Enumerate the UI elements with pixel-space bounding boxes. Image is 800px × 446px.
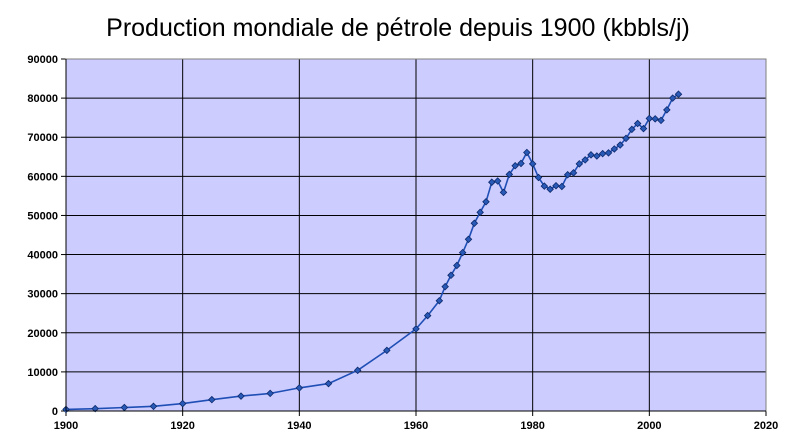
data-point — [441, 282, 449, 291]
data-point — [523, 148, 531, 157]
data-point — [639, 124, 648, 133]
data-point — [499, 188, 508, 197]
y-axis-tick-labels: 0 10000 20000 30000 40000 50000 60000 70000 8000… — [27, 54, 58, 418]
data-point — [668, 94, 677, 102]
data-point — [604, 149, 613, 157]
data-point — [587, 151, 595, 159]
x-tick-label: 1940 — [287, 420, 311, 432]
data-point — [622, 134, 630, 143]
data-point — [651, 115, 659, 123]
horizontal-gridlines — [66, 97, 766, 373]
x-axis-tick-labels: 1900 1920 1940 1960 1980 2000 2020 — [54, 420, 778, 432]
data-point — [517, 159, 525, 168]
x-tick-label: 1920 — [170, 420, 194, 432]
x-tick-label: 1980 — [520, 420, 544, 432]
data-point — [657, 116, 665, 125]
data-point — [633, 119, 642, 128]
data-point — [447, 271, 455, 280]
axis-ticks — [61, 58, 767, 416]
data-point — [575, 160, 584, 168]
x-tick-label: 1960 — [404, 420, 428, 432]
y-tick-label: 30000 — [27, 289, 58, 301]
data-point — [616, 141, 624, 149]
data-point — [464, 235, 473, 244]
y-tick-label: 50000 — [27, 210, 58, 222]
data-point — [581, 156, 589, 164]
y-tick-label: 70000 — [27, 132, 58, 144]
y-tick-label: 0 — [52, 406, 58, 418]
x-tick-label: 1900 — [54, 420, 78, 432]
data-point — [476, 208, 484, 217]
data-point — [435, 296, 444, 305]
vertical-gridlines — [182, 59, 650, 411]
data-point — [663, 106, 671, 114]
data-point — [558, 182, 566, 191]
y-tick-label: 90000 — [27, 54, 58, 66]
data-point — [470, 219, 479, 228]
data-point — [453, 261, 461, 270]
data-point — [149, 402, 158, 411]
data-point — [534, 173, 543, 182]
y-tick-label: 80000 — [27, 93, 58, 105]
data-point — [488, 178, 496, 186]
data-point — [493, 177, 502, 185]
chart-title: Production mondiale de pétrole depuis 19… — [106, 14, 690, 42]
data-point — [324, 379, 333, 388]
x-tick-label: 2020 — [754, 420, 778, 432]
data-point — [482, 197, 490, 206]
data-point — [266, 389, 274, 398]
data-point — [645, 114, 654, 123]
data-point — [540, 182, 549, 190]
data-point — [569, 169, 578, 177]
data-point — [593, 152, 601, 160]
y-tick-label: 40000 — [27, 250, 58, 262]
y-tick-label: 60000 — [27, 171, 58, 183]
y-tick-label: 10000 — [27, 367, 58, 379]
data-point — [528, 160, 537, 168]
data-point — [458, 248, 467, 257]
data-point — [91, 404, 99, 413]
axes — [65, 58, 767, 412]
data-point — [552, 181, 560, 190]
data-point — [295, 384, 304, 392]
data-point — [674, 90, 683, 98]
data-point — [598, 149, 607, 158]
data-point — [610, 145, 619, 153]
data-point — [628, 125, 636, 134]
y-tick-label: 20000 — [27, 328, 58, 340]
data-point — [511, 162, 519, 170]
data-point — [178, 399, 187, 408]
data-point — [505, 170, 514, 179]
data-point — [383, 346, 391, 355]
x-tick-label: 2000 — [637, 420, 661, 432]
series-group — [62, 90, 683, 414]
data-point — [208, 395, 216, 404]
data-point — [237, 392, 245, 400]
data-point — [563, 171, 572, 179]
data-point — [353, 366, 362, 375]
data-point — [546, 185, 554, 194]
data-point — [423, 311, 432, 320]
data-point — [412, 325, 420, 333]
